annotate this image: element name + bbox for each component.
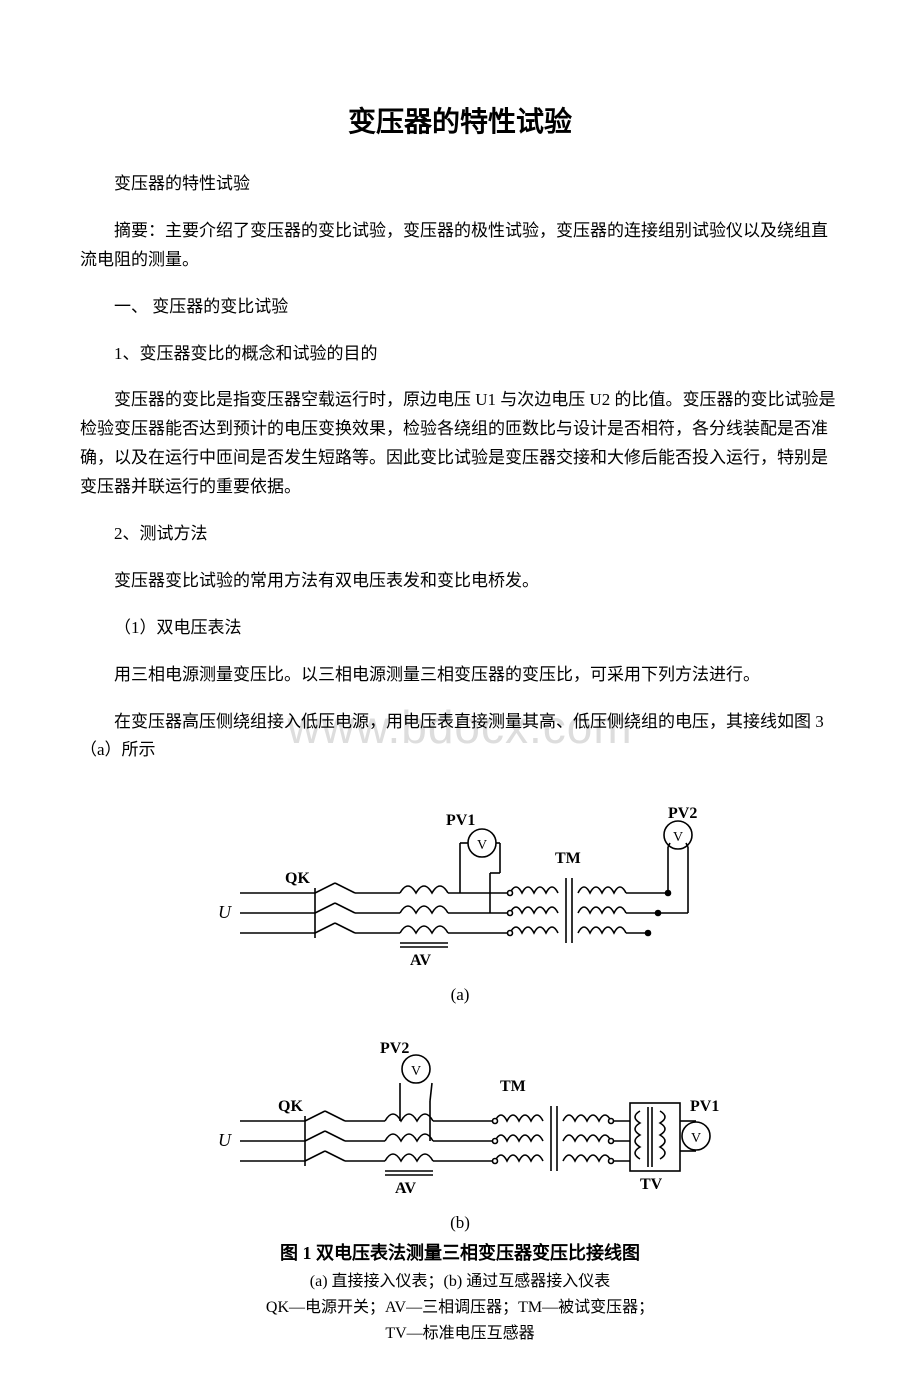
label-pv2: PV2	[668, 805, 697, 822]
caption-letter-b: (b)	[180, 1213, 740, 1233]
label-pv2: PV2	[380, 1040, 409, 1057]
label-tm: TM	[555, 850, 581, 867]
label-tv: TV	[640, 1176, 663, 1193]
figure-caption-sub: (a) 直接接入仪表；(b) 通过互感器接入仪表	[180, 1267, 740, 1291]
figure-caption-title: 图 1 双电压表法测量三相变压器变压比接线图	[180, 1239, 740, 1265]
figure-caption-legend: QK—电源开关；AV—三相调压器；TM—被试变压器；	[180, 1293, 740, 1317]
label-pv1: PV1	[446, 812, 475, 829]
paragraph: 一、 变压器的变比试验	[80, 293, 840, 322]
paragraph: 变压器变比试验的常用方法有双电压表发和变比电桥发。	[80, 567, 840, 596]
circuit-diagram-a: U QK	[200, 783, 720, 983]
caption-letter-a: (a)	[180, 985, 740, 1005]
figure-caption-legend: TV—标准电压互感器	[180, 1319, 740, 1343]
paragraph: 用三相电源测量变压比。以三相电源测量三相变压器的变压比，可采用下列方法进行。	[80, 661, 840, 690]
paragraph: 2、测试方法	[80, 520, 840, 549]
doc-title: 变压器的特性试验	[80, 100, 840, 140]
paragraph: 变压器的变比是指变压器空载运行时，原边电压 U1 与次边电压 U2 的比值。变压…	[80, 386, 840, 502]
label-qk: QK	[285, 870, 310, 887]
meter-v-icon: V	[673, 830, 683, 845]
label-pv1: PV1	[690, 1098, 719, 1115]
label-av: AV	[410, 952, 431, 969]
figure-1: U QK	[180, 783, 740, 1343]
label-u: U	[218, 1130, 232, 1150]
label-av: AV	[395, 1180, 416, 1197]
paragraph: （1）双电压表法	[80, 614, 840, 643]
label-qk: QK	[278, 1098, 303, 1115]
document-body: 变压器的特性试验 变压器的特性试验 摘要：主要介绍了变压器的变比试验，变压器的极…	[80, 100, 840, 1343]
paragraph: 摘要：主要介绍了变压器的变比试验，变压器的极性试验，变压器的连接组别试验仪以及绕…	[80, 217, 840, 275]
meter-v-icon: V	[411, 1064, 421, 1079]
paragraph: 1、变压器变比的概念和试验的目的	[80, 340, 840, 369]
paragraph: 变压器的特性试验	[80, 170, 840, 199]
paragraph: 在变压器高压侧绕组接入低压电源，用电压表直接测量其高、低压侧绕组的电压，其接线如…	[80, 708, 840, 766]
label-u: U	[218, 902, 232, 922]
circuit-diagram-b: U QK V PV2	[200, 1011, 720, 1211]
meter-v-icon: V	[691, 1131, 701, 1146]
meter-v-icon: V	[477, 838, 487, 853]
label-tm: TM	[500, 1078, 526, 1095]
